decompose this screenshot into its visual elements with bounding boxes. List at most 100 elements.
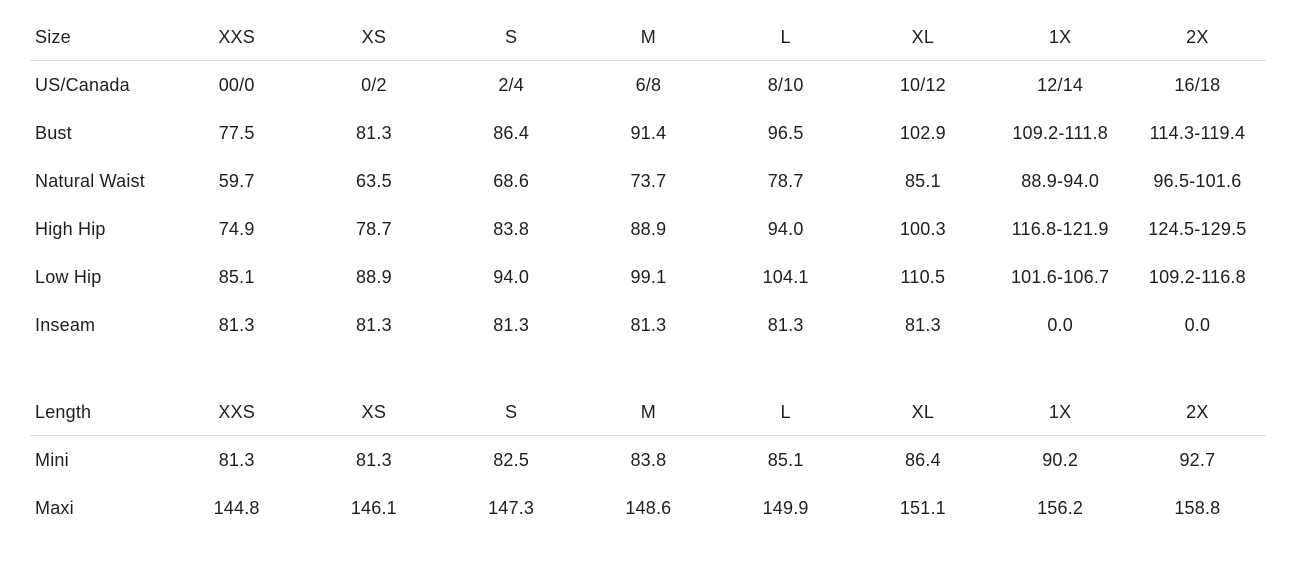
cell-value: 77.5 <box>218 122 255 143</box>
lengths-table: Length XXS XS S M L XL 1X 2X Mini 81.3 8… <box>30 389 1266 532</box>
size-column-m: M <box>579 14 717 61</box>
cell-value: 104.1 <box>762 266 809 287</box>
size-chart-section: Size XXS XS S M L XL 1X 2X US/Canada 00/… <box>30 14 1266 532</box>
cell-value: 0.0 <box>1184 314 1211 335</box>
size-column-xxs: XXS <box>168 389 306 436</box>
row-label: Maxi <box>35 497 74 518</box>
cell-value: 81.3 <box>630 314 667 335</box>
cell-value: 10/12 <box>899 74 946 95</box>
cell-value: 16/18 <box>1174 74 1221 95</box>
table-row-natural-waist: Natural Waist 59.7 63.5 68.6 73.7 78.7 8… <box>30 157 1266 205</box>
size-column-s: S <box>442 14 580 61</box>
size-column-xxs: XXS <box>168 14 306 61</box>
cell-value: 96.5-101.6 <box>1153 170 1242 191</box>
size-column-xl: XL <box>854 389 992 436</box>
cell-value: 88.9 <box>630 218 667 239</box>
cell-value: 94.0 <box>493 266 530 287</box>
cell-value: 00/0 <box>218 74 255 95</box>
size-column-s: S <box>442 389 580 436</box>
cell-value: 8/10 <box>767 74 804 95</box>
measurements-header-row: Size XXS XS S M L XL 1X 2X <box>30 14 1266 61</box>
length-header-label: Length <box>30 389 168 436</box>
size-column-l: L <box>717 389 855 436</box>
cell-value: 116.8-121.9 <box>1011 218 1109 239</box>
cell-value: 68.6 <box>493 170 530 191</box>
cell-value: 81.3 <box>904 314 941 335</box>
cell-value: 85.1 <box>218 266 255 287</box>
row-label: Bust <box>35 122 72 143</box>
cell-value: 81.3 <box>355 122 392 143</box>
cell-value: 148.6 <box>625 497 672 518</box>
size-column-2x: 2X <box>1128 389 1266 436</box>
cell-value: 109.2-116.8 <box>1148 266 1246 287</box>
cell-value: 83.8 <box>630 449 667 470</box>
table-row-low-hip: Low Hip 85.1 88.9 94.0 99.1 104.1 110.5 … <box>30 253 1266 301</box>
table-row-mini: Mini 81.3 81.3 82.5 83.8 85.1 86.4 90.2 … <box>30 436 1266 485</box>
cell-value: 73.7 <box>630 170 667 191</box>
cell-value: 83.8 <box>493 218 530 239</box>
cell-value: 81.3 <box>355 449 392 470</box>
cell-value: 109.2-111.8 <box>1012 122 1108 143</box>
cell-value: 90.2 <box>1042 449 1079 470</box>
lengths-header-row: Length XXS XS S M L XL 1X 2X <box>30 389 1266 436</box>
cell-value: 0.0 <box>1047 314 1073 335</box>
cell-value: 99.1 <box>630 266 667 287</box>
cell-value: 149.9 <box>762 497 809 518</box>
row-label: Mini <box>35 449 69 470</box>
size-column-xs: XS <box>305 389 443 436</box>
cell-value: 81.3 <box>493 314 530 335</box>
cell-value: 114.3-119.4 <box>1149 122 1246 143</box>
cell-value: 0/2 <box>361 74 387 95</box>
size-column-1x: 1X <box>991 14 1129 61</box>
cell-value: 82.5 <box>493 449 530 470</box>
cell-value: 81.3 <box>218 449 255 470</box>
cell-value: 151.1 <box>899 497 946 518</box>
row-label: Inseam <box>35 314 96 335</box>
size-column-xl: XL <box>854 14 992 61</box>
measurements-table: Size XXS XS S M L XL 1X 2X US/Canada 00/… <box>30 14 1266 349</box>
cell-value: 144.8 <box>213 497 260 518</box>
row-label: High Hip <box>35 218 106 239</box>
cell-value: 86.4 <box>904 449 941 470</box>
cell-value: 158.8 <box>1174 497 1221 518</box>
cell-value: 110.5 <box>900 266 946 287</box>
cell-value: 146.1 <box>350 497 397 518</box>
cell-value: 101.6-106.7 <box>1010 266 1110 287</box>
cell-value: 91.4 <box>630 122 667 143</box>
row-label: US/Canada <box>35 74 130 95</box>
cell-value: 156.2 <box>1037 497 1084 518</box>
table-row-us-canada: US/Canada 00/0 0/2 2/4 6/8 8/10 10/12 12… <box>30 61 1266 110</box>
row-label: Natural Waist <box>35 170 145 191</box>
cell-value: 81.3 <box>218 314 255 335</box>
table-row-high-hip: High Hip 74.9 78.7 83.8 88.9 94.0 100.3 … <box>30 205 1266 253</box>
size-column-1x: 1X <box>991 389 1129 436</box>
size-column-2x: 2X <box>1128 14 1266 61</box>
cell-value: 59.7 <box>218 170 255 191</box>
row-label: Low Hip <box>35 266 102 287</box>
cell-value: 102.9 <box>899 122 946 143</box>
size-column-l: L <box>717 14 855 61</box>
cell-value: 124.5-129.5 <box>1148 218 1247 239</box>
cell-value: 81.3 <box>355 314 392 335</box>
cell-value: 88.9-94.0 <box>1021 170 1100 191</box>
cell-value: 85.1 <box>904 170 941 191</box>
cell-value: 63.5 <box>355 170 392 191</box>
cell-value: 86.4 <box>493 122 530 143</box>
size-column-m: M <box>579 389 717 436</box>
cell-value: 100.3 <box>899 218 946 239</box>
cell-value: 2/4 <box>498 74 524 95</box>
cell-value: 78.7 <box>767 170 804 191</box>
table-row-maxi: Maxi 144.8 146.1 147.3 148.6 149.9 151.1… <box>30 484 1266 532</box>
cell-value: 96.5 <box>767 122 804 143</box>
cell-value: 81.3 <box>767 314 804 335</box>
cell-value: 88.9 <box>355 266 392 287</box>
cell-value: 92.7 <box>1179 449 1216 470</box>
cell-value: 6/8 <box>635 74 662 95</box>
cell-value: 94.0 <box>767 218 804 239</box>
size-column-xs: XS <box>305 14 443 61</box>
table-row-inseam: Inseam 81.3 81.3 81.3 81.3 81.3 81.3 0.0… <box>30 301 1266 349</box>
cell-value: 147.3 <box>488 497 535 518</box>
size-header-label: Size <box>30 14 168 61</box>
cell-value: 78.7 <box>355 218 392 239</box>
cell-value: 74.9 <box>218 218 255 239</box>
